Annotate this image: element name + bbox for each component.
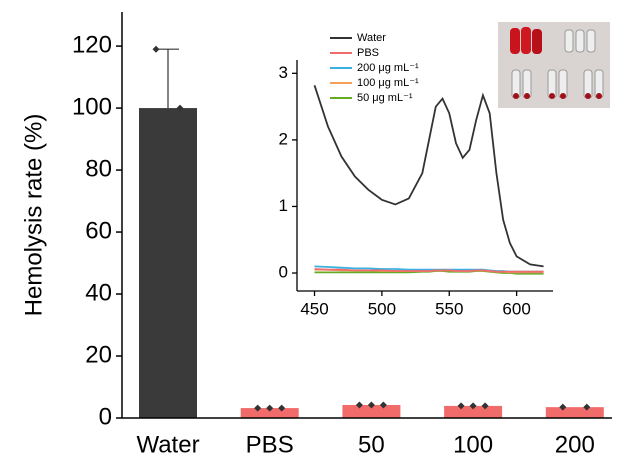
- data-point: [176, 104, 184, 112]
- bar: [444, 405, 503, 418]
- data-point: [559, 403, 567, 411]
- y-tick-label: 80: [85, 155, 112, 182]
- data-point: [278, 404, 286, 412]
- data-point: [266, 404, 274, 412]
- y-tick-label: 2: [279, 129, 288, 148]
- line-series: [314, 270, 544, 275]
- x-tick-label: 50: [358, 431, 385, 458]
- data-point: [583, 403, 591, 411]
- line-series: [314, 268, 544, 273]
- x-tick-label: 550: [435, 299, 463, 318]
- y-tick-label: 3: [279, 63, 288, 82]
- y-tick-label: 1: [279, 196, 288, 215]
- data-point: [355, 401, 363, 409]
- data-point: [379, 401, 387, 409]
- legend-label: 100 μg mL⁻¹: [357, 77, 419, 89]
- data-point: [152, 45, 160, 53]
- y-axis-label: Hemolysis rate (%): [20, 114, 47, 317]
- y-tick-label: 40: [85, 279, 112, 306]
- y-tick-label: 60: [85, 217, 112, 244]
- data-point: [481, 402, 489, 410]
- data-point: [367, 401, 375, 409]
- legend-label: 50 μg mL⁻¹: [357, 92, 413, 104]
- y-tick-label: 100: [72, 93, 112, 120]
- x-tick-label: 500: [368, 299, 396, 318]
- legend-label: 200 μg mL⁻¹: [357, 62, 419, 74]
- x-tick-label: 450: [300, 299, 328, 318]
- x-tick-label: Water: [136, 431, 199, 458]
- data-point: [457, 402, 465, 410]
- legend-label: PBS: [357, 47, 379, 59]
- data-point: [469, 402, 477, 410]
- y-tick-label: 0: [99, 403, 112, 430]
- y-tick-label: 20: [85, 341, 112, 368]
- data-point: [254, 404, 262, 412]
- x-tick-label: PBS: [246, 431, 294, 458]
- legend-label: Water: [357, 32, 386, 44]
- line-series: [313, 85, 544, 268]
- x-tick-label: 200: [555, 431, 595, 458]
- y-tick-label: 0: [279, 263, 288, 282]
- x-tick-label: 600: [502, 299, 530, 318]
- y-tick-label: 120: [72, 31, 112, 58]
- inset-photo: [498, 22, 610, 108]
- bar: [545, 407, 604, 418]
- bar: [240, 408, 299, 418]
- x-tick-label: 100: [453, 431, 493, 458]
- bar: [342, 404, 401, 418]
- bar: [139, 108, 197, 419]
